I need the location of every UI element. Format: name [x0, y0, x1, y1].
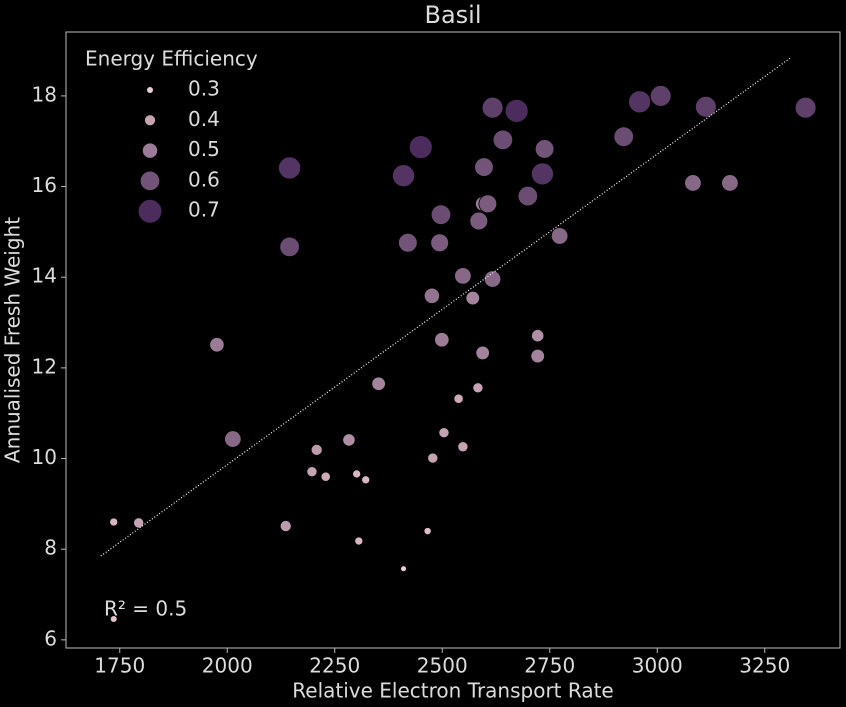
point: [310, 443, 323, 456]
point: [472, 382, 484, 394]
x-tick-label: 2750: [524, 654, 575, 678]
chart-title: Basil: [424, 1, 481, 29]
point: [453, 393, 464, 404]
point: [469, 211, 489, 231]
point: [474, 157, 494, 177]
point: [400, 565, 407, 573]
legend-label: 0.7: [188, 198, 220, 222]
legend-marker: [138, 199, 162, 223]
x-tick-label: 1750: [94, 654, 145, 678]
annotation: R² = 0.5: [104, 597, 187, 621]
point: [109, 517, 119, 527]
point: [695, 95, 717, 118]
legend-marker: [147, 87, 153, 93]
point: [398, 232, 418, 253]
point: [133, 517, 145, 529]
y-tick-label: 12: [32, 354, 57, 378]
point: [649, 85, 672, 107]
x-tick-label: 2500: [417, 654, 468, 678]
point: [361, 475, 371, 485]
trend-line: [100, 57, 791, 557]
legend-marker: [144, 115, 156, 126]
point: [354, 536, 364, 546]
point: [109, 615, 118, 623]
point: [483, 270, 502, 288]
point: [478, 194, 498, 214]
legend-label: 0.4: [188, 107, 220, 131]
point: [427, 452, 439, 464]
y-tick-label: 6: [44, 626, 57, 650]
point: [492, 129, 514, 151]
point: [279, 236, 300, 258]
point: [306, 466, 318, 478]
point: [613, 126, 634, 147]
point: [342, 433, 356, 447]
point: [530, 162, 554, 186]
y-tick-label: 16: [32, 173, 57, 197]
point: [531, 329, 545, 343]
legend-title: Energy Efficiency: [85, 47, 258, 71]
point: [430, 204, 452, 225]
point: [534, 139, 555, 159]
point: [481, 96, 504, 119]
legend-marker: [142, 143, 158, 158]
legend-label: 0.3: [188, 77, 220, 101]
point: [352, 469, 362, 479]
y-tick-label: 18: [32, 82, 57, 106]
point: [434, 332, 450, 348]
point: [438, 427, 450, 439]
point: [465, 290, 481, 306]
x-tick-label: 2000: [202, 654, 253, 678]
point: [721, 174, 739, 192]
point: [408, 135, 433, 160]
legend-label: 0.5: [188, 137, 220, 161]
point: [517, 185, 539, 207]
point: [628, 90, 652, 114]
point: [457, 441, 469, 453]
x-tick-label: 2250: [309, 654, 360, 678]
point: [423, 287, 441, 304]
y-axis-label: Annualised Fresh Weight: [1, 217, 25, 463]
point: [279, 520, 292, 533]
x-axis-label: Relative Electron Transport Rate: [292, 679, 613, 703]
point: [550, 227, 569, 245]
point: [530, 348, 545, 364]
y-tick-label: 10: [32, 445, 57, 469]
point: [684, 174, 702, 192]
point: [475, 345, 490, 361]
point: [430, 233, 450, 253]
y-tick-label: 14: [32, 264, 57, 288]
point: [320, 471, 331, 482]
x-tick-label: 3000: [632, 654, 683, 678]
legend-marker: [140, 171, 160, 191]
point: [371, 376, 386, 391]
point: [224, 430, 242, 448]
x-tick-label: 3250: [739, 654, 790, 678]
point: [454, 267, 472, 285]
point: [423, 527, 432, 536]
point: [209, 337, 225, 353]
point: [392, 164, 416, 188]
point: [278, 156, 302, 180]
point: [504, 98, 529, 123]
y-tick-label: 8: [44, 536, 57, 560]
point: [794, 96, 817, 119]
legend-label: 0.6: [188, 167, 220, 191]
plot-frame: [65, 31, 841, 649]
